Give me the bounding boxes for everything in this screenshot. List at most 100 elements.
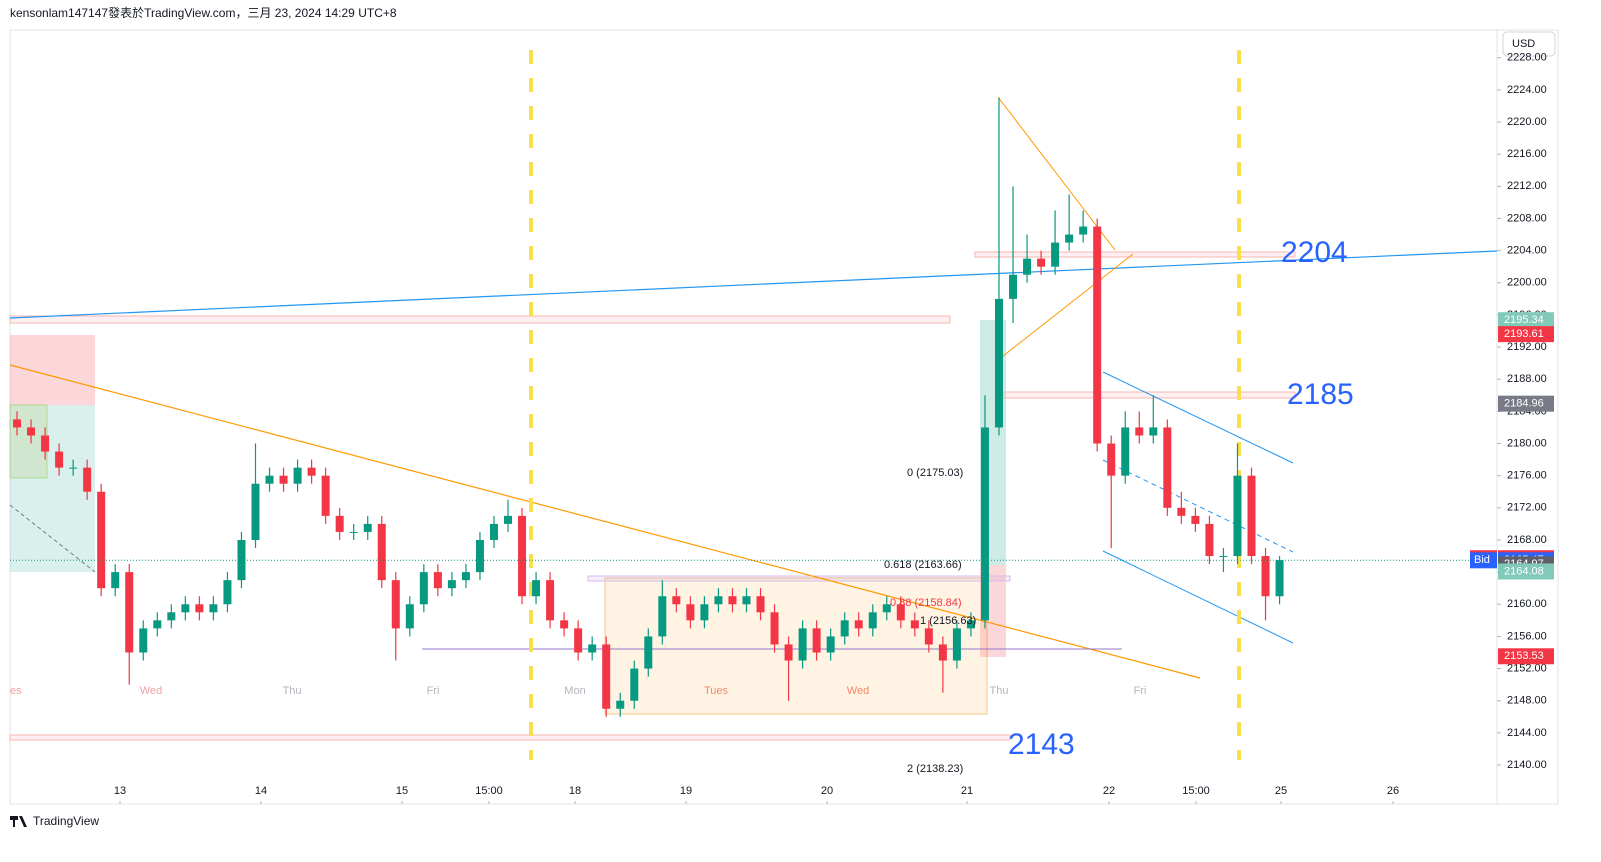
candle-body — [363, 523, 372, 532]
level-annotation: 2204 — [1281, 236, 1348, 269]
session-label: Thu — [283, 685, 302, 697]
currency-button[interactable] — [1502, 31, 1556, 57]
fib-label: 0 (2175.03) — [907, 467, 963, 479]
x-tick-label: 15:00 — [1182, 785, 1210, 797]
fib-label: 1 (2156.63) — [920, 615, 976, 627]
candle-body — [1023, 258, 1032, 275]
price-label-box — [1498, 312, 1554, 329]
candle-body — [377, 523, 386, 581]
risk-zone — [10, 335, 95, 405]
x-tick-label: 15 — [396, 785, 408, 797]
candle-body — [980, 427, 989, 621]
highlight-box — [9, 404, 48, 479]
candle-body — [938, 644, 947, 661]
session-label: es — [10, 685, 22, 697]
x-tick-label: 15:00 — [475, 785, 503, 797]
currency-label[interactable]: USD — [1512, 38, 1535, 50]
y-tick-label: 2208.00 — [1507, 212, 1547, 224]
channel-line — [1102, 371, 1294, 464]
candle-body — [1093, 226, 1102, 444]
zone-band — [9, 315, 951, 324]
price-label-box — [1498, 326, 1554, 343]
reward-zone — [10, 405, 95, 572]
candle-body — [504, 515, 513, 524]
candle-body — [1051, 242, 1060, 267]
candle-body — [153, 620, 162, 629]
candle-body — [770, 612, 779, 645]
candle-body — [321, 475, 330, 516]
candle-body — [868, 612, 877, 629]
candle-body — [27, 427, 36, 436]
candle-body — [1177, 507, 1186, 516]
level-annotation: 2185 — [1287, 378, 1354, 411]
session-label: Tues — [704, 685, 729, 697]
candle-body — [728, 596, 737, 605]
range-box — [604, 577, 988, 715]
candle-body — [1135, 427, 1144, 436]
candle-body — [560, 620, 569, 629]
candle-body — [1191, 515, 1200, 524]
session-label: Fri — [1134, 685, 1147, 697]
x-tick-label: 25 — [1275, 785, 1287, 797]
session-label: Wed — [847, 685, 869, 697]
candle-body — [433, 572, 442, 589]
y-tick-label: 2160.00 — [1507, 598, 1547, 610]
x-tick-label: 21 — [961, 785, 973, 797]
price-label: 2195.34 — [1504, 314, 1544, 326]
candle-body — [686, 604, 695, 621]
candle-body — [644, 636, 653, 669]
candle-body — [994, 298, 1003, 428]
y-tick-label: 2224.00 — [1507, 84, 1547, 96]
candle-body — [1149, 427, 1158, 436]
candle-body — [532, 580, 541, 597]
brand: TradingView — [33, 814, 99, 828]
candle-body — [97, 491, 106, 589]
brand-logo — [10, 816, 27, 827]
price-label: 2164.08 — [1504, 565, 1544, 577]
session-label: Fri — [427, 685, 440, 697]
candle-body — [588, 644, 597, 653]
price-tag: Bid — [1474, 554, 1490, 566]
y-tick-label: 2188.00 — [1507, 373, 1547, 385]
trend-line — [9, 364, 1201, 679]
candle-body — [279, 475, 288, 484]
candle-body — [41, 435, 50, 452]
y-tick-label: 2212.00 — [1507, 180, 1547, 192]
session-label: Thu — [990, 685, 1009, 697]
candle-body — [1107, 443, 1116, 476]
y-tick-label: 2192.00 — [1507, 341, 1547, 353]
candle-body — [714, 596, 723, 605]
candle-body — [518, 515, 527, 597]
price-tag-box — [1470, 552, 1497, 569]
y-tick-label: 2200.00 — [1507, 277, 1547, 289]
candle-body — [672, 596, 681, 605]
price-label-box — [1498, 648, 1554, 665]
candle-body — [952, 628, 961, 661]
candle-body — [209, 604, 218, 613]
candle-body — [812, 628, 821, 653]
x-tick-label: 26 — [1387, 785, 1399, 797]
price-label-box — [1498, 395, 1554, 412]
channel-line — [1102, 550, 1294, 644]
level-annotation: 2143 — [1008, 728, 1075, 761]
candle-body — [55, 451, 64, 468]
y-tick-label: 2140.00 — [1507, 759, 1547, 771]
candle-body — [882, 604, 891, 613]
candle-body — [265, 475, 274, 484]
candle-body — [546, 580, 555, 621]
candle-body — [1219, 556, 1228, 558]
candle-body — [910, 620, 919, 629]
marks: 2140.00 2144.00 2148.00 2152.00 2156.00 2160.… — [10, 52, 1554, 804]
y-tick-label: 2228.00 — [1507, 52, 1547, 64]
candle-body — [195, 604, 204, 613]
session-label: Wed — [140, 685, 162, 697]
candle-body — [125, 572, 134, 653]
y-tick-label: 2148.00 — [1507, 695, 1547, 707]
candle-body — [13, 419, 22, 428]
candle-body — [405, 604, 414, 629]
y-tick-label: 2152.00 — [1507, 662, 1547, 674]
candle-body — [223, 580, 232, 605]
candle-body — [700, 604, 709, 621]
y-tick-label: 2176.00 — [1507, 470, 1547, 482]
